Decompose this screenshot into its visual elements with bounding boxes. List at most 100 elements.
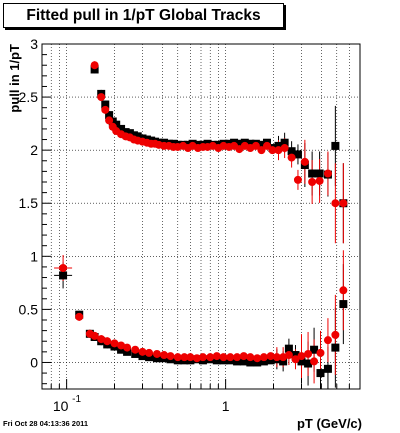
data-point-marker	[339, 286, 348, 295]
data-point-marker	[59, 263, 68, 272]
data-point-marker	[304, 349, 313, 358]
chart-title-box: Fitted pull in 1/pT Global Tracks	[3, 3, 284, 28]
y-tick-label: 2	[30, 142, 38, 158]
data-point-marker	[233, 357, 242, 366]
chart-title: Fitted pull in 1/pT Global Tracks	[26, 7, 261, 24]
data-point-marker	[315, 169, 324, 178]
data-point-marker	[262, 141, 271, 150]
data-point-marker	[117, 345, 126, 354]
data-point-marker	[315, 176, 324, 185]
data-point-marker	[90, 331, 99, 340]
data-point-marker	[284, 351, 293, 360]
data-point-marker	[121, 128, 130, 137]
data-point-marker	[257, 140, 266, 149]
data-point-marker	[259, 353, 268, 362]
data-point-marker	[105, 116, 114, 125]
data-point-marker	[133, 132, 142, 141]
data-point-marker	[212, 352, 221, 361]
data-point-marker	[310, 345, 319, 354]
data-point-marker	[251, 141, 260, 150]
y-tick-label: 0	[30, 354, 38, 370]
data-point-marker	[310, 357, 319, 366]
data-point-marker	[287, 147, 296, 156]
data-point-marker	[180, 353, 189, 362]
data-point-marker	[293, 175, 302, 184]
data-point-marker	[123, 347, 132, 356]
x-tick-label-exponent: -1	[72, 394, 81, 405]
data-point-marker	[316, 369, 325, 378]
data-point-marker	[101, 100, 110, 109]
data-point-marker	[291, 355, 300, 364]
data-point-marker	[110, 339, 119, 348]
data-point-marker	[145, 348, 154, 357]
data-point-marker	[274, 141, 283, 150]
data-point-marker	[308, 169, 317, 178]
data-point-marker	[235, 139, 244, 148]
data-point-marker	[192, 354, 201, 363]
data-point-marker	[59, 271, 68, 280]
timestamp-footer: Fri Oct 28 04:13:36 2011	[3, 419, 89, 428]
data-point-marker	[323, 364, 332, 373]
data-point-marker	[239, 352, 248, 361]
data-point-marker	[308, 178, 317, 186]
data-point-marker	[300, 157, 309, 166]
data-point-marker	[131, 349, 140, 358]
data-point-marker	[287, 153, 296, 162]
x-tick-label: 1	[222, 398, 230, 414]
y-tick-label: 0.5	[19, 301, 39, 317]
data-point-marker	[331, 199, 340, 208]
data-point-marker	[219, 353, 228, 362]
data-point-marker	[268, 146, 277, 155]
data-point-marker	[246, 358, 255, 367]
data-point-marker	[226, 353, 235, 362]
data-point-marker	[75, 312, 84, 321]
data-point-marker	[212, 356, 221, 365]
data-point-marker	[280, 138, 289, 147]
data-point-marker	[246, 139, 255, 148]
data-point-marker	[339, 300, 348, 309]
data-point-marker	[272, 353, 281, 362]
data-point-marker	[297, 352, 306, 361]
y-axis-label: pull in 1/pT	[7, 44, 22, 113]
data-point-marker	[233, 353, 242, 362]
data-point-marker	[131, 345, 140, 354]
data-point-marker	[266, 356, 275, 365]
data-point-marker	[331, 330, 340, 339]
data-point-marker	[173, 353, 182, 362]
data-point-marker	[284, 344, 293, 353]
axis-tick-labels: 0 0.5 1 1.5 2 2.5 3 10 -1 1	[19, 36, 230, 414]
data-point-marker	[291, 351, 300, 360]
y-tick-label: 3	[30, 36, 38, 52]
data-point-marker	[253, 354, 262, 363]
data-point-marker	[103, 337, 112, 346]
data-point-marker	[274, 146, 283, 155]
data-point-marker	[97, 335, 106, 344]
data-point-marker	[152, 354, 161, 363]
data-point-marker	[331, 343, 340, 352]
data-point-marker	[138, 347, 147, 356]
data-point-marker	[257, 146, 266, 155]
data-point-marker	[246, 353, 255, 362]
data-point-marker	[152, 349, 161, 358]
data-point-marker	[186, 353, 195, 362]
data-point-marker	[206, 353, 215, 362]
data-point-marker	[97, 93, 106, 102]
data-point-marker	[166, 352, 175, 361]
data-points	[59, 61, 348, 378]
data-point-marker	[112, 120, 121, 129]
data-point-marker	[316, 348, 325, 357]
x-tick-label: 10	[53, 398, 69, 414]
data-point-marker	[280, 144, 289, 153]
data-point-marker	[90, 65, 99, 74]
y-tick-label: 1.5	[19, 195, 39, 211]
data-point-marker	[198, 353, 207, 362]
data-point-marker	[293, 150, 302, 159]
data-point-marker	[239, 357, 248, 366]
data-point-marker	[253, 358, 262, 367]
data-point-marker	[125, 129, 134, 138]
data-point-marker	[117, 124, 126, 133]
data-point-marker	[160, 351, 169, 360]
data-point-marker	[266, 352, 275, 361]
data-point-marker	[90, 61, 99, 70]
data-point-marker	[105, 111, 114, 120]
